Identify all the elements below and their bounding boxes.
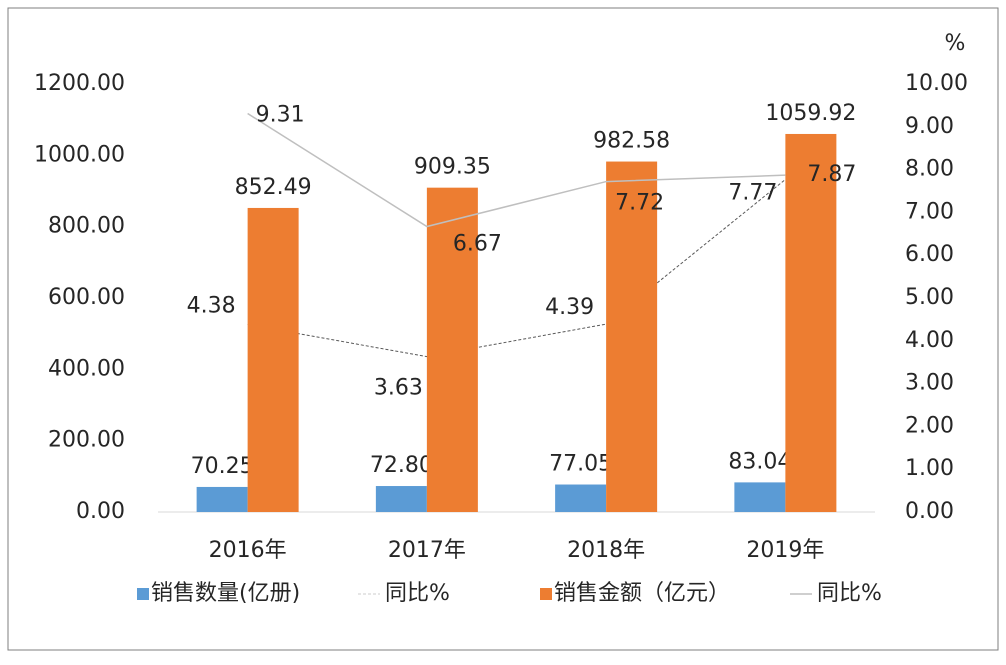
y2-tick-label: 4.00 — [905, 328, 954, 353]
bar — [426, 187, 478, 512]
bar-value-label: 77.05 — [549, 452, 612, 477]
y2-tick-label: 6.00 — [905, 242, 954, 267]
line-value-label: 6.67 — [453, 232, 502, 257]
bar-value-label: 72.80 — [370, 453, 433, 478]
bar-value-label: 83.04 — [728, 449, 791, 474]
y2-tick-label: 3.00 — [905, 371, 954, 396]
y-tick-label: 200.00 — [48, 428, 125, 453]
y2-tick-label: 10.00 — [905, 71, 968, 96]
y2-axis-label: % — [945, 31, 966, 56]
y-tick-label: 1000.00 — [34, 142, 125, 167]
legend-swatch — [137, 588, 149, 600]
bar — [734, 482, 786, 512]
y2-tick-label: 0.00 — [905, 499, 954, 524]
y-tick-label: 400.00 — [48, 356, 125, 381]
line-value-label: 7.77 — [728, 180, 777, 205]
line-value-label: 7.87 — [807, 162, 856, 187]
legend-label: 销售金额（亿元） — [554, 581, 730, 606]
legend-label: 销售数量(亿册) — [151, 581, 300, 606]
y-tick-label: 600.00 — [48, 285, 125, 310]
x-tick-label: 2017年 — [388, 538, 466, 563]
bar-value-label: 852.49 — [235, 175, 312, 200]
y-tick-label: 0.00 — [76, 499, 125, 524]
bar — [196, 486, 248, 512]
y2-tick-label: 8.00 — [905, 157, 954, 182]
x-tick-label: 2019年 — [746, 538, 824, 563]
x-tick-label: 2016年 — [209, 538, 287, 563]
bar — [606, 161, 658, 513]
legend-label: 同比% — [817, 581, 882, 606]
y-tick-label: 800.00 — [48, 214, 125, 239]
x-tick-label: 2018年 — [567, 538, 645, 563]
bar — [785, 133, 837, 513]
bar-value-label: 1059.92 — [765, 101, 856, 126]
y-tick-label: 1200.00 — [34, 71, 125, 96]
line-value-label: 4.39 — [545, 295, 594, 320]
bar-value-label: 909.35 — [414, 155, 491, 180]
bar-value-label: 70.25 — [191, 454, 254, 479]
y2-tick-label: 9.00 — [905, 114, 954, 139]
bar — [555, 484, 607, 512]
legend-label: 同比% — [385, 581, 450, 606]
line — [247, 112, 786, 228]
bar-value-label: 982.58 — [593, 129, 670, 154]
line-value-label: 7.72 — [615, 191, 664, 216]
bar — [375, 486, 427, 512]
line-value-label: 4.38 — [187, 294, 236, 319]
y2-tick-label: 1.00 — [905, 456, 954, 481]
legend-swatch — [540, 588, 552, 600]
bar — [247, 207, 299, 512]
line-value-label: 9.31 — [256, 103, 305, 128]
y2-tick-label: 5.00 — [905, 285, 954, 310]
y2-tick-label: 7.00 — [905, 199, 954, 224]
y2-tick-label: 2.00 — [905, 413, 954, 438]
line — [247, 179, 786, 358]
line-value-label: 3.63 — [374, 376, 423, 401]
